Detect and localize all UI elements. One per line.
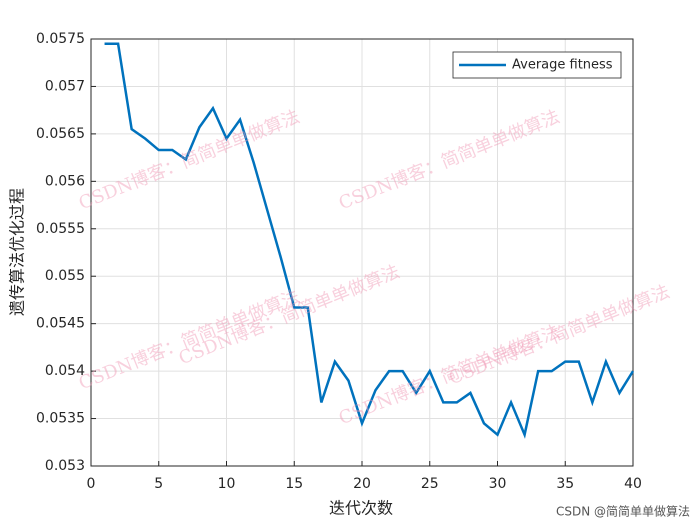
- x-tick-label: 35: [556, 476, 574, 492]
- x-tick-label: 15: [285, 476, 303, 492]
- y-tick-label: 0.0555: [36, 221, 85, 237]
- y-tick-label: 0.057: [45, 78, 85, 94]
- x-tick-label: 20: [353, 476, 371, 492]
- x-axis-label: 迭代次数: [329, 499, 393, 518]
- y-tick-label: 0.0565: [36, 126, 85, 142]
- y-tick-label: 0.055: [45, 268, 85, 284]
- x-tick-label: 10: [218, 476, 236, 492]
- x-tick-label: 0: [87, 476, 96, 492]
- y-tick-label: 0.056: [45, 173, 85, 189]
- y-tick-label: 0.053: [45, 458, 85, 474]
- x-tick-label: 25: [421, 476, 439, 492]
- credit: CSDN @简简单单做算法: [556, 504, 690, 519]
- data-line: [104, 42, 635, 439]
- y-tick-label: 0.0575: [36, 31, 85, 47]
- y-axis-label: 遗传算法优化过程: [8, 188, 27, 316]
- axes-box: [90, 38, 634, 467]
- x-tick-label: 5: [154, 476, 163, 492]
- y-tick-label: 0.0535: [36, 411, 85, 427]
- y-tick-label: 0.054: [45, 363, 85, 379]
- x-tick-label: 40: [624, 476, 642, 492]
- legend-label: Average fitness: [512, 58, 613, 73]
- x-tick-label: 30: [489, 476, 507, 492]
- y-tick-label: 0.0545: [36, 316, 85, 332]
